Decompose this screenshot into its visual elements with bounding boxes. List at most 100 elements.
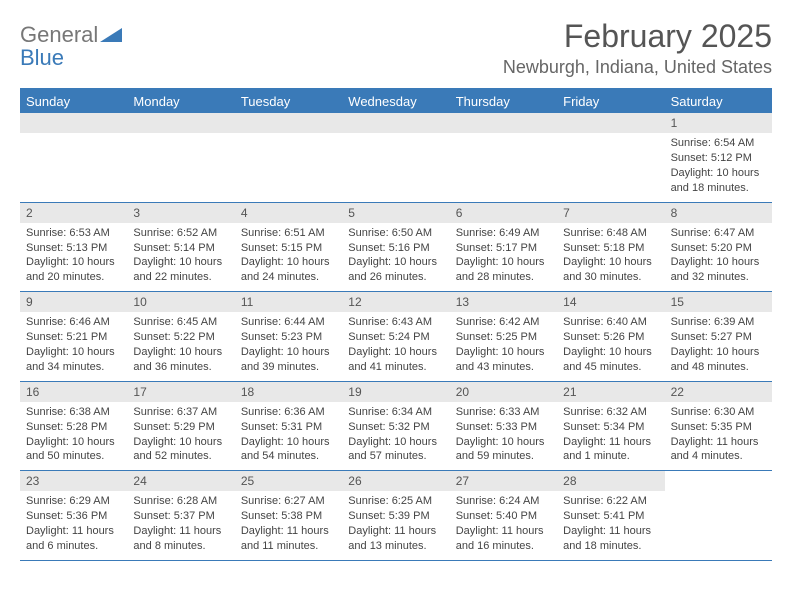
calendar-week-row: 23Sunrise: 6:29 AMSunset: 5:36 PMDayligh… [20,471,772,561]
calendar-cell: 9Sunrise: 6:46 AMSunset: 5:21 PMDaylight… [20,292,127,381]
cell-line: Sunset: 5:27 PM [671,330,766,345]
cell-line: Sunrise: 6:24 AM [456,494,551,509]
calendar-cell: 15 Sunrise: 6:39 AMSunset: 5:27 PMDayligh… [665,292,772,381]
cell-line: Sunrise: 6:46 AM [26,315,121,330]
day-header: Monday [127,90,234,113]
cell-line: Daylight: 10 hours and 28 minutes. [456,255,551,285]
day-number: 11 [235,292,342,312]
calendar-cell: 12Sunrise: 6:43 AMSunset: 5:24 PMDayligh… [342,292,449,381]
cell-line: Sunset: 5:35 PM [671,420,766,435]
calendar-week-row: 16 Sunrise: 6:38 AMSunset: 5:28 PM Dayligh… [20,382,772,472]
calendar-cell-empty [127,113,234,202]
calendar-cell: 13Sunrise: 6:42 AMSunset: 5:25 PMDayligh… [450,292,557,381]
day-number [127,113,234,133]
calendar-cell: 18Sunrise: 6:36 AMSunset: 5:31 PMDayligh… [235,382,342,471]
cell-line: Sunset: 5:36 PM [26,509,121,524]
day-number [342,113,449,133]
cell-line: Daylight: 11 hours and 13 minutes. [348,524,443,554]
cell-line: Sunrise: 6:51 AM [241,226,336,241]
cell-line: Daylight: 10 hours and 57 minutes. [348,435,443,465]
day-number: 16 [20,382,127,402]
cell-line: Sunset: 5:23 PM [241,330,336,345]
cell-line: Sunset: 5:21 PM [26,330,121,345]
calendar-week-row: 2Sunrise: 6:53 AMSunset: 5:13 PMDaylight… [20,203,772,293]
day-number: 22 [665,382,772,402]
cell-line: Daylight: 10 hours and 43 minutes. [456,345,551,375]
cell-line: Daylight: 11 hours and 1 minute. [563,435,658,465]
cell-line: Daylight: 10 hours and 59 minutes. [456,435,551,465]
calendar-cell-empty [235,113,342,202]
calendar-cell: 26Sunrise: 6:25 AMSunset: 5:39 PMDayligh… [342,471,449,560]
calendar-cell: 3Sunrise: 6:52 AMSunset: 5:14 PMDaylight… [127,203,234,292]
day-number: 25 [235,471,342,491]
day-number: 7 [557,203,664,223]
cell-line: Sunset: 5:40 PM [456,509,551,524]
day-number: 9 [20,292,127,312]
calendar-cell: 2Sunrise: 6:53 AMSunset: 5:13 PMDaylight… [20,203,127,292]
brand-text-gray: General [20,22,98,47]
calendar-cell: 10Sunrise: 6:45 AMSunset: 5:22 PMDayligh… [127,292,234,381]
cell-line: Sunrise: 6:39 AM [671,315,766,330]
brand-logo: General Blue [20,18,122,69]
cell-line: Daylight: 10 hours and 20 minutes. [26,255,121,285]
day-number: 24 [127,471,234,491]
cell-line: Sunset: 5:16 PM [348,241,443,256]
cell-line: Daylight: 10 hours and 45 minutes. [563,345,658,375]
cell-line: Daylight: 10 hours and 48 minutes. [671,345,766,375]
cell-line: Sunrise: 6:33 AM [456,405,551,420]
calendar-week-row: 9 Sunrise: 6:46 AMSunset: 5:21 PM Daylight… [20,292,772,382]
calendar-cell-empty [20,113,127,202]
day-number: 8 [665,203,772,223]
day-number [235,113,342,133]
day-number: 3 [127,203,234,223]
cell-line: Sunset: 5:22 PM [133,330,228,345]
cell-line: Sunrise: 6:38 AM [26,405,121,420]
cell-line: Sunrise: 6:25 AM [348,494,443,509]
cell-line: Sunset: 5:25 PM [456,330,551,345]
cell-line: Sunset: 5:15 PM [241,241,336,256]
brand-text-blue: Blue [20,47,122,69]
calendar-cell: 4Sunrise: 6:51 AMSunset: 5:15 PMDaylight… [235,203,342,292]
calendar-cell: 19Sunrise: 6:34 AMSunset: 5:32 PMDayligh… [342,382,449,471]
calendar-cell: 6Sunrise: 6:49 AMSunset: 5:17 PMDaylight… [450,203,557,292]
day-number: 15 [665,292,772,312]
day-number: 19 [342,382,449,402]
cell-line: Sunset: 5:28 PM [26,420,121,435]
cell-line: Sunset: 5:17 PM [456,241,551,256]
cell-line: Sunrise: 6:36 AM [241,405,336,420]
cell-line: Sunrise: 6:43 AM [348,315,443,330]
day-header: Tuesday [235,90,342,113]
calendar-cell: 14Sunrise: 6:40 AMSunset: 5:26 PMDayligh… [557,292,664,381]
day-header: Thursday [450,90,557,113]
cell-line: Daylight: 11 hours and 11 minutes. [241,524,336,554]
cell-line: Sunrise: 6:32 AM [563,405,658,420]
cell-line: Sunrise: 6:52 AM [133,226,228,241]
calendar-cell-empty [557,113,664,202]
day-header: Wednesday [342,90,449,113]
cell-line: Sunrise: 6:50 AM [348,226,443,241]
day-number: 17 [127,382,234,402]
calendar-cell: 21Sunrise: 6:32 AMSunset: 5:34 PMDayligh… [557,382,664,471]
cell-line: Sunset: 5:26 PM [563,330,658,345]
cell-line: Sunrise: 6:30 AM [671,405,766,420]
day-number: 26 [342,471,449,491]
calendar-week-row: 1Sunrise: 6:54 AMSunset: 5:12 PMDaylight… [20,113,772,203]
cell-line: Daylight: 10 hours and 26 minutes. [348,255,443,285]
cell-line: Sunrise: 6:29 AM [26,494,121,509]
calendar-cell: 23Sunrise: 6:29 AMSunset: 5:36 PMDayligh… [20,471,127,560]
cell-line: Sunrise: 6:40 AM [563,315,658,330]
cell-line: Sunset: 5:37 PM [133,509,228,524]
cell-line: Daylight: 11 hours and 18 minutes. [563,524,658,554]
calendar-cell: 7Sunrise: 6:48 AMSunset: 5:18 PMDaylight… [557,203,664,292]
cell-line: Sunrise: 6:34 AM [348,405,443,420]
cell-line: Daylight: 10 hours and 30 minutes. [563,255,658,285]
day-number: 21 [557,382,664,402]
calendar-cell: 28Sunrise: 6:22 AMSunset: 5:41 PMDayligh… [557,471,664,560]
cell-line: Daylight: 10 hours and 22 minutes. [133,255,228,285]
cell-line: Daylight: 11 hours and 4 minutes. [671,435,766,465]
brand-triangle-icon [100,26,122,42]
day-number: 20 [450,382,557,402]
cell-line: Sunrise: 6:22 AM [563,494,658,509]
cell-line: Daylight: 10 hours and 41 minutes. [348,345,443,375]
calendar-cell: 11Sunrise: 6:44 AMSunset: 5:23 PMDayligh… [235,292,342,381]
